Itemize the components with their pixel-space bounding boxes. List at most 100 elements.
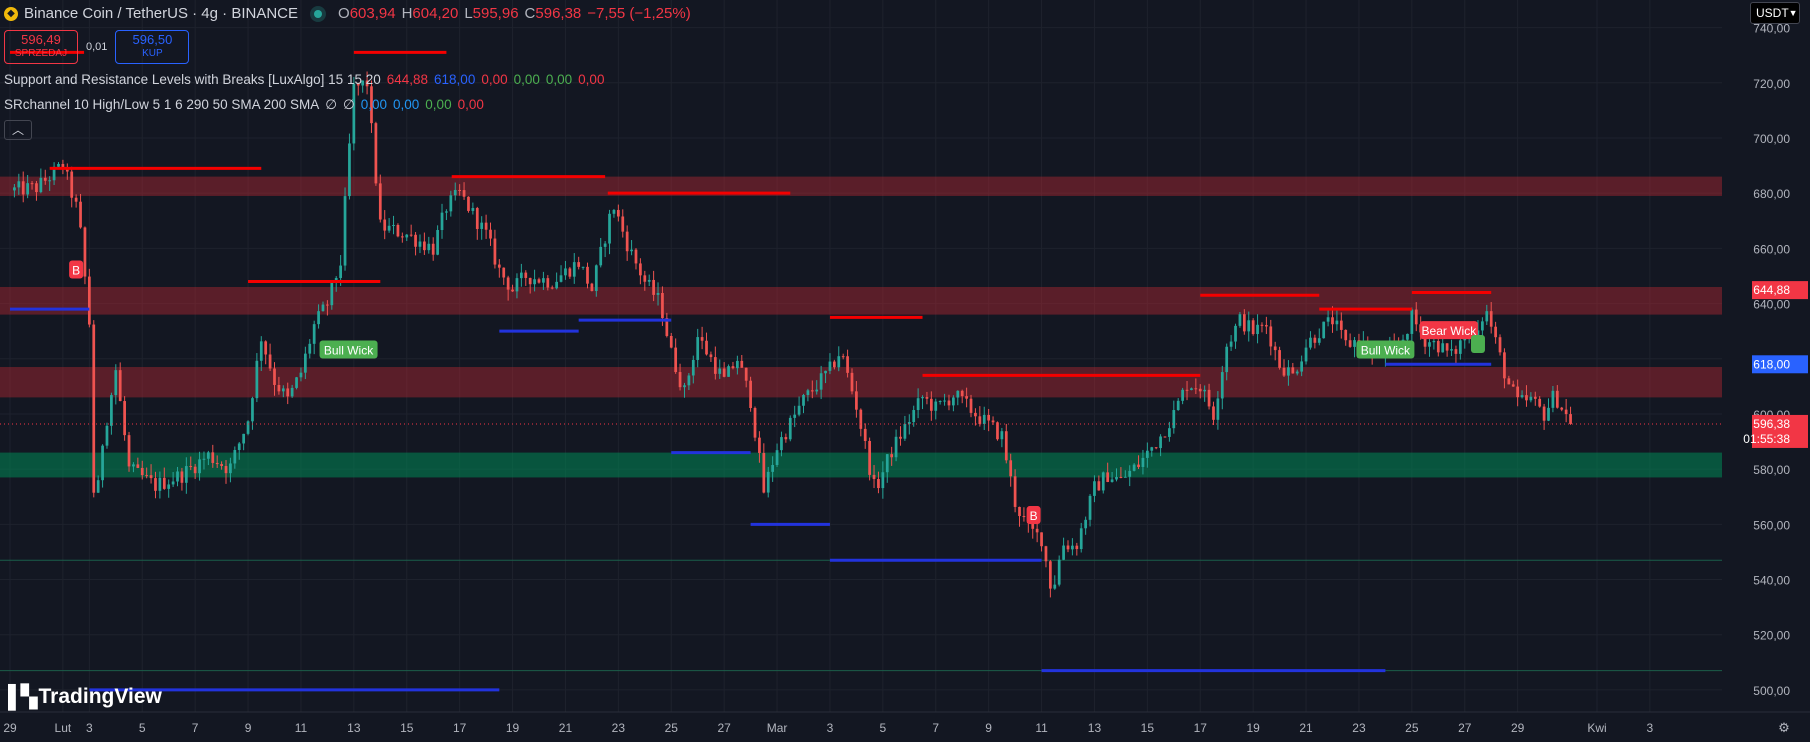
candle-body [1295,371,1299,374]
y-tick-label: 500,00 [1753,684,1790,698]
candle-body [788,417,792,440]
collapse-legend-button[interactable]: ︿ [4,120,32,140]
candle-body [255,360,259,399]
candle [938,400,942,405]
candle [1256,314,1259,344]
candle [1220,365,1224,410]
signal-badge [1026,506,1041,525]
candle [824,370,827,384]
candle-body [899,436,902,439]
candle-body [590,283,594,291]
candle [550,285,554,290]
tradingview-watermark[interactable]: ▌▚ TradingView [8,684,162,709]
candle-body [550,287,554,289]
candle [356,82,360,96]
candle [1203,385,1207,402]
candle-body [656,292,660,295]
candle-body [259,341,263,361]
candle-body [361,80,365,86]
candle [1053,575,1057,590]
candle [1128,465,1132,487]
candle [475,206,479,240]
candle-body [1339,320,1343,330]
candle-body [1265,325,1268,327]
candle-body [661,292,664,319]
candle-body [458,189,462,191]
indicator-srchannel[interactable]: SRchannel 10 High/Low 5 1 6 290 50 SMA 2… [4,93,697,116]
candle-body [775,450,779,465]
candle-body [1097,481,1101,491]
buy-button[interactable]: 596,50 KUP [115,30,190,64]
candle [599,238,603,268]
candle-body [1022,516,1026,518]
price-tag-text: 618,00 [1753,357,1790,371]
candle [1498,334,1502,356]
candle-body [1481,321,1484,331]
candle [237,441,241,460]
x-tick-label: 19 [1246,721,1260,735]
candle [418,234,422,254]
candle-body [154,478,157,491]
candle [546,275,550,291]
candle [907,414,911,435]
sell-button[interactable]: 596,49 SPRZEDAJ [4,30,78,64]
candle [1049,560,1052,598]
candle [132,462,135,473]
candle-body [837,356,841,368]
candle [903,415,907,441]
candle-body [674,347,678,373]
candle-body [1181,389,1184,401]
currency-select[interactable]: USDT ▼ [1750,2,1800,24]
candle [286,382,290,405]
candle-body [1053,584,1057,589]
candle-body [277,384,281,392]
candle-body [1128,470,1132,477]
candle [268,343,272,371]
candle-body [1525,395,1528,401]
candle [87,268,91,328]
high-value: 604,20 [412,5,459,22]
candle-body [198,459,201,474]
x-tick-label: Mar [767,721,788,735]
candle [1278,346,1281,370]
candle [634,248,638,270]
y-tick-label: 660,00 [1753,242,1790,256]
candle-body [855,391,858,410]
candle [762,443,766,494]
candle [612,208,616,218]
x-tick-label: 13 [1088,721,1102,735]
candle [1516,379,1520,407]
candle-body [683,385,686,388]
x-tick-label: 15 [400,721,414,735]
candle-body [1000,431,1004,440]
candle [1097,475,1101,491]
symbol-title[interactable]: Binance Coin / TetherUS · 4g · BINANCE [24,5,299,22]
candle [1295,369,1299,376]
candle [497,259,501,278]
candle-body [956,390,960,398]
close-value: 596,38 [535,5,582,22]
candle-body [568,268,572,277]
candle [1555,385,1559,409]
candle [105,422,109,449]
candle-body [1555,390,1559,408]
candle [400,232,404,243]
price-tag-text: 644,88 [1753,283,1790,297]
candle [471,202,475,215]
x-tick-label: 21 [1299,721,1313,735]
candle [343,187,347,271]
candle [1154,447,1158,450]
candle [996,421,999,441]
candle-body [1176,400,1180,411]
settings-icon[interactable]: ⚙ [1778,721,1790,736]
candle [1335,310,1339,331]
candle-body [180,471,184,483]
candle-body [1119,476,1123,478]
candle-body [586,266,589,284]
candle [1229,335,1233,351]
candle [1004,423,1008,464]
candle-body [594,265,598,291]
indicator-luxalgo[interactable]: Support and Resistance Levels with Break… [4,68,697,91]
